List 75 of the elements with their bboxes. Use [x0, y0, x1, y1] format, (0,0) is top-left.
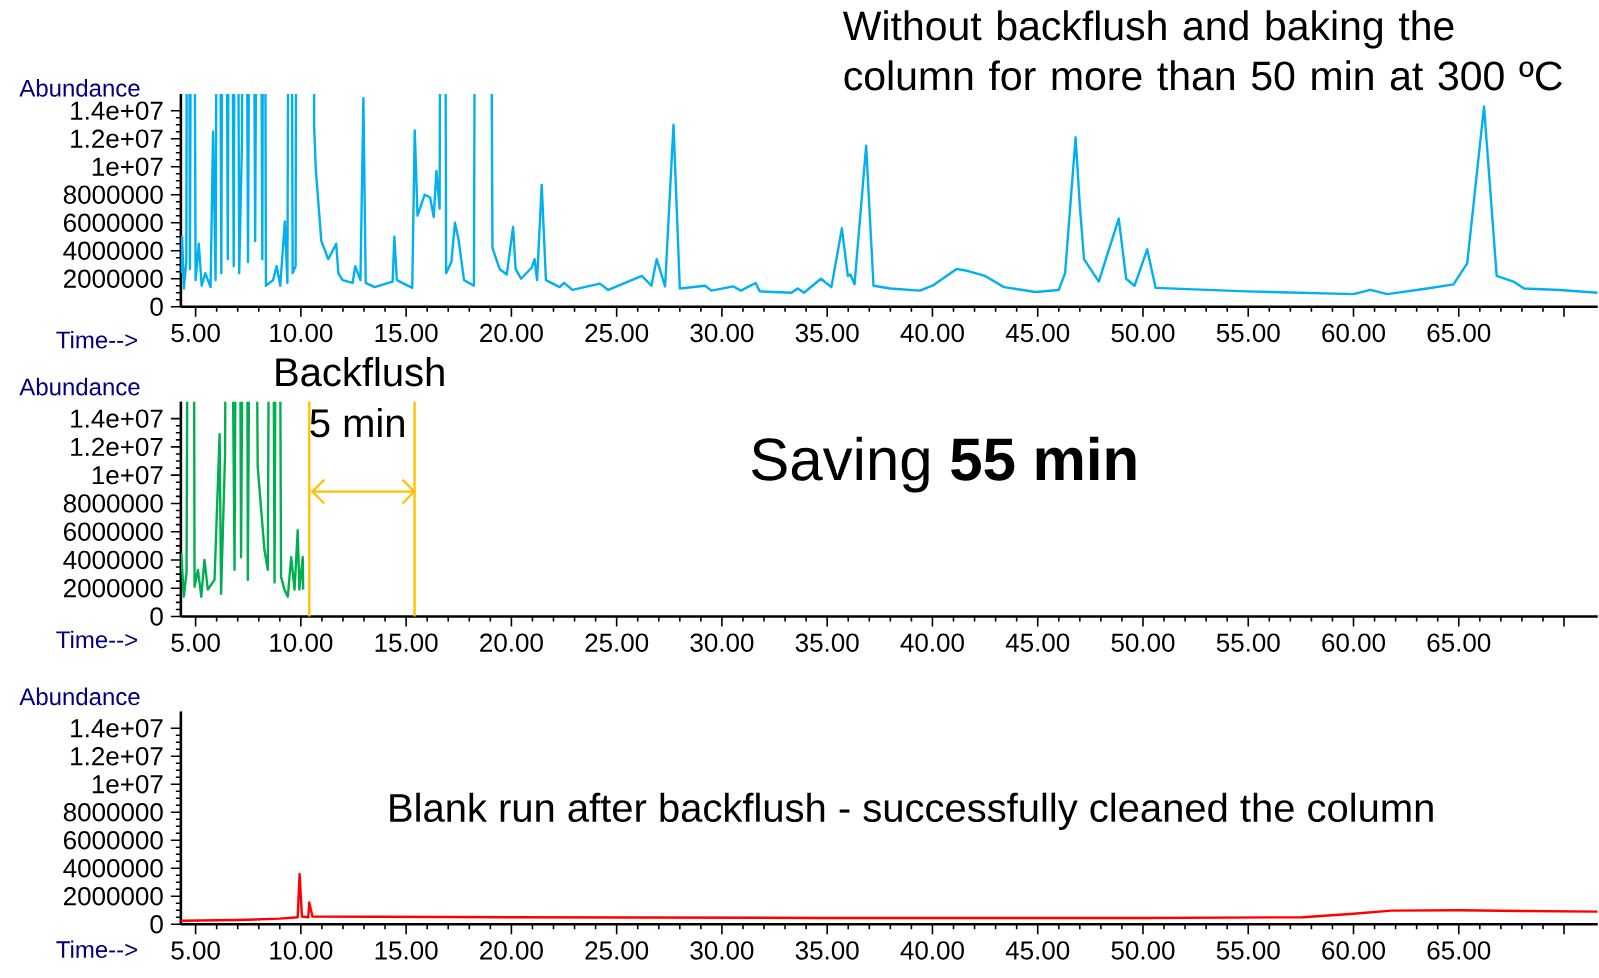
y-tick-label: 0 — [150, 607, 163, 626]
x-tick-label: 35.00 — [795, 633, 859, 652]
x-tick-label: 55.00 — [1216, 941, 1280, 960]
x-tick-label: 30.00 — [690, 323, 754, 343]
x-tick-label: 55.00 — [1216, 633, 1280, 652]
x-tick-label: 40.00 — [900, 941, 964, 960]
x-tick-label: 15.00 — [375, 323, 438, 343]
x-tick-label: 50.00 — [1111, 633, 1175, 652]
y-tick-label: 0 — [150, 914, 163, 934]
x-tick-label: 30.00 — [690, 941, 754, 960]
x-tick-label: 35.00 — [795, 941, 859, 960]
y-tick-label: 8000000 — [63, 802, 163, 822]
y-tick-label: 8000000 — [63, 185, 163, 204]
x-tick-label: 40.00 — [900, 323, 964, 343]
x-tick-label: 65.00 — [1427, 633, 1491, 652]
y-tick-label: 4000000 — [63, 858, 163, 878]
x-tick-label: 50.00 — [1111, 941, 1175, 960]
y-tick-label: 1.4e+07 — [71, 718, 163, 738]
x-tick-label: 60.00 — [1322, 323, 1385, 343]
y-tick-label: 6000000 — [64, 213, 163, 232]
x-tick-label: 55.00 — [1216, 323, 1280, 343]
x-tick-label: 5.00 — [171, 323, 220, 343]
y-tick-label: 1e+07 — [92, 157, 163, 176]
x-tick-label: 25.00 — [585, 941, 649, 960]
y-axis-title: Abundance — [19, 79, 140, 97]
y-tick-label: 4000000 — [63, 550, 163, 570]
x-tick-label: 50.00 — [1111, 323, 1175, 343]
annotation: Blank run after backflush - successfully cleaned the column — [390, 792, 1433, 830]
x-tick-label: 20.00 — [480, 323, 543, 343]
y-tick-label: 6000000 — [64, 830, 163, 850]
y-tick-label: 2000000 — [64, 269, 163, 288]
x-tick-label: 35.00 — [795, 323, 859, 343]
x-axis-title: Time--> — [56, 940, 137, 958]
x-tick-label: 45.00 — [1005, 941, 1070, 960]
annotation: Saving 55 min — [752, 436, 1136, 493]
x-axis-title: Time--> — [56, 330, 137, 349]
x-tick-label: 40.00 — [900, 633, 964, 652]
x-tick-label: 25.00 — [585, 323, 649, 343]
x-tick-label: 65.00 — [1427, 323, 1491, 343]
annotation: 5 min — [310, 407, 404, 438]
line-series — [180, 872, 1598, 922]
y-tick-label: 1.2e+07 — [71, 437, 163, 456]
x-tick-label: 10.00 — [270, 633, 333, 652]
y-tick-label: 1.4e+07 — [71, 101, 163, 120]
x-tick-label: 20.00 — [480, 941, 543, 960]
x-tick-label: 5.00 — [171, 941, 220, 960]
x-tick-label: 10.00 — [270, 323, 333, 343]
y-tick-label: 4000000 — [63, 241, 163, 260]
text: Backflush — [276, 356, 444, 387]
y-tick-label: 0 — [150, 297, 163, 316]
y-axis-title: Abundance — [19, 687, 140, 706]
y-tick-label: 1.2e+07 — [71, 129, 163, 148]
x-tick-label: 15.00 — [375, 633, 438, 652]
x-tick-label: 60.00 — [1322, 633, 1385, 652]
y-tick-label: 6000000 — [64, 522, 163, 541]
x-tick-label: 15.00 — [375, 941, 438, 960]
y-tick-label: 2000000 — [64, 886, 163, 906]
x-tick-label: 65.00 — [1427, 941, 1491, 960]
y-tick-label: 1.4e+07 — [71, 409, 163, 428]
x-tick-label: 60.00 — [1322, 941, 1385, 960]
x-tick-label: 20.00 — [480, 633, 543, 652]
x-tick-label: 5.00 — [171, 633, 220, 652]
x-axis-title: Time--> — [56, 630, 137, 649]
y-tick-label: 1e+07 — [92, 774, 163, 794]
y-axis-title: Abundance — [19, 377, 140, 396]
y-tick-label: 8000000 — [63, 494, 163, 513]
y-tick-label: 1e+07 — [92, 465, 163, 485]
chart-title: Without backflush and baking the column for more than 50 min at 300 ºC — [842, 10, 1562, 91]
y-tick-label: 1.2e+07 — [71, 746, 163, 766]
x-tick-label: 10.00 — [270, 941, 333, 960]
y-tick-label: 2000000 — [64, 578, 163, 598]
x-tick-label: 25.00 — [585, 633, 649, 652]
x-tick-label: 45.00 — [1005, 323, 1070, 343]
x-tick-label: 30.00 — [690, 633, 754, 652]
x-tick-label: 45.00 — [1005, 633, 1070, 652]
